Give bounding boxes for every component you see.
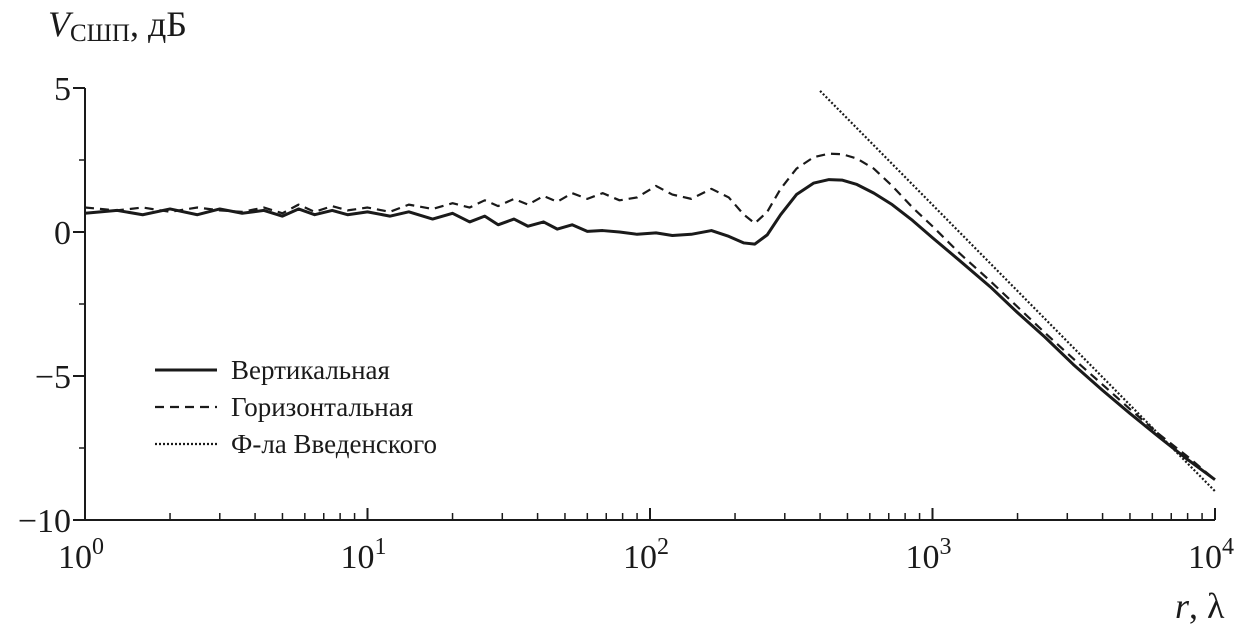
legend: Вертикальная Горизонтальная Ф-ла Введенско… xyxy=(155,355,437,459)
y-tick-label: 5 xyxy=(54,71,71,108)
x-tick-label: 103 xyxy=(906,534,952,576)
x-axis-title: r, λ xyxy=(1175,586,1225,626)
x-tick-label: 100 xyxy=(58,534,104,576)
y-tick-label: 0 xyxy=(54,215,71,252)
x-tick-label: 102 xyxy=(623,534,669,576)
series-line-solid xyxy=(84,178,1216,481)
series-group xyxy=(84,90,1216,492)
y-axis-title-sub: СШП xyxy=(70,20,130,47)
x-tick-label: 104 xyxy=(1188,534,1234,576)
y-axis-title-main: V xyxy=(48,4,74,44)
legend-label: Ф-ла Введенского xyxy=(231,429,437,459)
legend-label: Вертикальная xyxy=(231,355,390,385)
series-line-dotted xyxy=(819,90,1216,492)
y-axis-title-unit: , дБ xyxy=(130,4,187,44)
ticks xyxy=(73,87,1216,521)
legend-label: Горизонтальная xyxy=(231,392,413,422)
series-line-dashed xyxy=(84,152,1216,481)
x-tick-label: 101 xyxy=(341,534,387,576)
x-axis-title-main: r xyxy=(1175,586,1190,626)
x-axis-title-unit: , λ xyxy=(1189,586,1225,626)
y-tick-label: −10 xyxy=(18,503,71,540)
y-axis-title: VСШП, дБ xyxy=(48,4,187,47)
y-tick-label: −5 xyxy=(35,359,71,396)
